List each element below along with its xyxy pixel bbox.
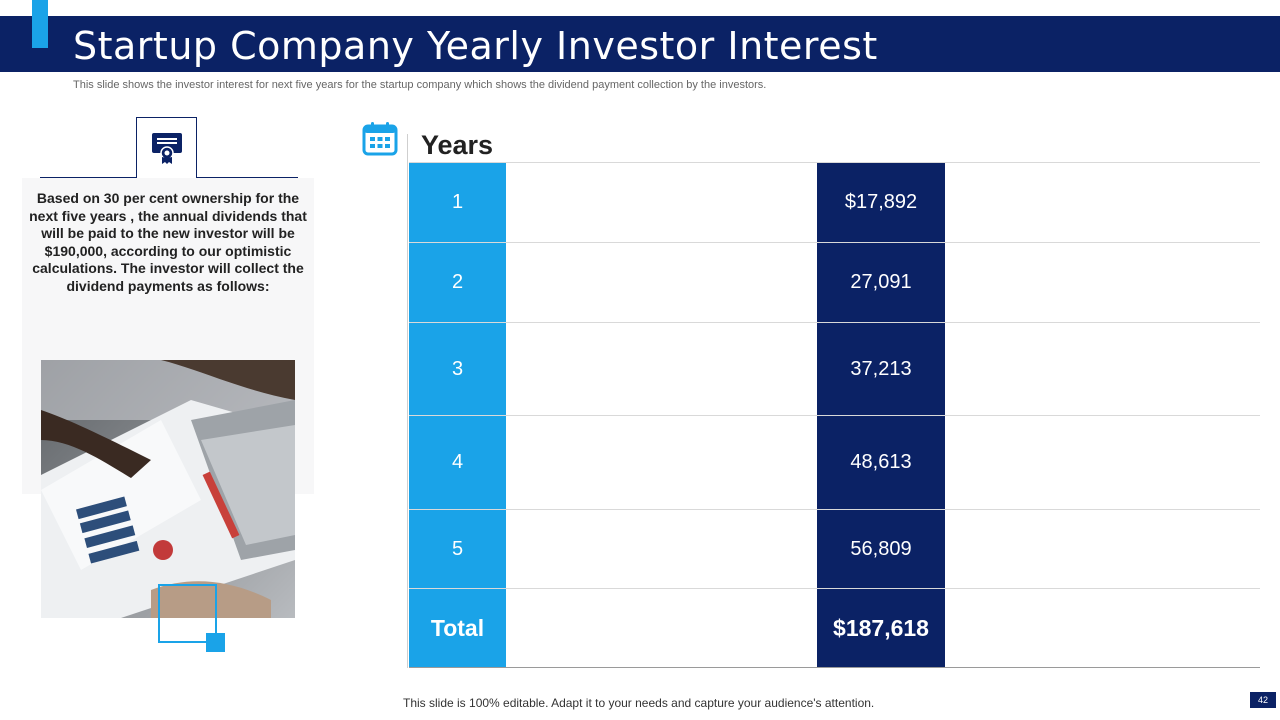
table-row: 4 48,613: [409, 415, 1260, 509]
year-cell: 4: [409, 416, 506, 509]
year-cell: 5: [409, 510, 506, 588]
title-accent-bar: [32, 0, 48, 48]
table-row: 5 56,809: [409, 509, 1260, 588]
amount-cell: 37,213: [817, 323, 945, 415]
page-number: 42: [1250, 692, 1276, 710]
total-label-cell: Total: [409, 589, 506, 667]
table-left-border: [407, 134, 408, 668]
page-subtitle: This slide shows the investor interest f…: [73, 79, 767, 91]
calendar-icon: [362, 122, 398, 156]
table-total-row: Total $187,618: [409, 588, 1260, 667]
table-row: 2 27,091: [409, 242, 1260, 322]
table-row: 1 $17,892: [409, 162, 1260, 242]
photo-accent-square: [206, 633, 225, 652]
title-bar: [0, 16, 1280, 72]
photo-accent-frame: [158, 584, 217, 643]
certificate-icon: [151, 133, 182, 164]
amount-cell: 56,809: [817, 510, 945, 588]
certificate-icon-box: [136, 117, 197, 178]
amount-cell: 48,613: [817, 416, 945, 509]
table-header-years: Years: [421, 130, 494, 160]
table-bottom-border: [409, 667, 1260, 668]
footer-note: This slide is 100% editable. Adapt it to…: [403, 696, 875, 710]
amount-cell: $17,892: [817, 163, 945, 242]
year-cell: 1: [409, 163, 506, 242]
amount-cell: 27,091: [817, 243, 945, 322]
year-cell: 3: [409, 323, 506, 415]
year-cell: 2: [409, 243, 506, 322]
description-text: Based on 30 per cent ownership for the n…: [29, 190, 307, 294]
total-amount-cell: $187,618: [817, 589, 945, 667]
page-title: Startup Company Yearly Investor Interest: [73, 24, 878, 68]
table-row: 3 37,213: [409, 322, 1260, 415]
business-photo: [41, 360, 295, 618]
